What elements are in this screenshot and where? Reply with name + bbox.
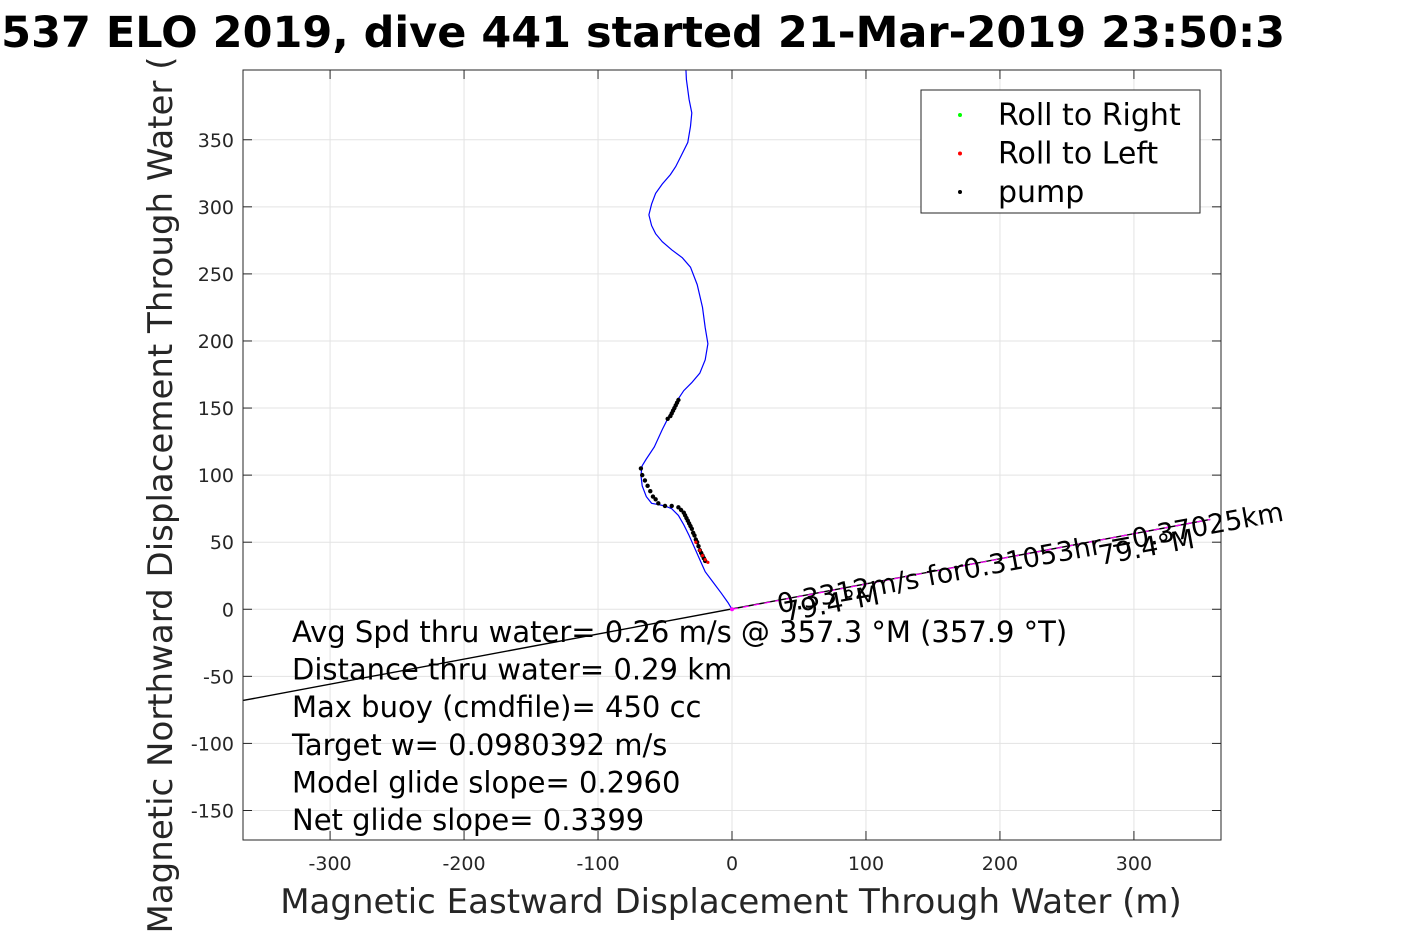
legend-marker: [958, 190, 962, 194]
pump-point: [665, 416, 670, 421]
y-tick-label: -100: [191, 733, 234, 755]
stat-line: Max buoy (cmdfile)= 450 cc: [292, 690, 701, 724]
glider-track-line: [640, 70, 733, 610]
pump-point: [645, 483, 650, 489]
pump-point: [678, 507, 684, 513]
plot-data: [242, 70, 1211, 702]
pump-point: [692, 533, 697, 538]
x-tick-label: 100: [848, 853, 884, 875]
x-tick-label: 200: [982, 853, 1018, 875]
roll-left-point: [706, 560, 710, 564]
pump-point: [648, 489, 653, 494]
legend-box: [920, 89, 1201, 214]
y-axis-title: Magnetic Northward Displacement Through …: [141, 57, 181, 934]
x-axis-title: Magnetic Eastward Displacement Through W…: [280, 882, 1182, 922]
legend-label: Roll to Right: [998, 98, 1181, 133]
pump-point: [642, 478, 648, 483]
legend-marker: [958, 151, 962, 156]
x-tick-label: -300: [309, 853, 352, 875]
stat-line: Model glide slope= 0.2960: [292, 765, 680, 799]
y-tick-label: 350: [198, 130, 234, 152]
x-tick-label: 300: [1116, 853, 1152, 875]
roll-left-point: [698, 548, 702, 552]
pump-point: [638, 466, 644, 471]
pump-point: [696, 544, 701, 549]
pump-point: [653, 497, 658, 502]
roll-left-point: [700, 554, 705, 558]
pump-point: [650, 494, 656, 499]
x-tick-label: 0: [726, 853, 738, 875]
stat-line: Avg Spd thru water= 0.26 m/s @ 357.3 °M …: [292, 615, 1067, 649]
y-tick-label: -150: [191, 800, 234, 822]
pump-point: [640, 472, 645, 478]
legend-label: Roll to Left: [998, 137, 1158, 172]
pump-point: [676, 505, 681, 510]
start-point: [730, 607, 734, 612]
y-tick-label: 50: [210, 532, 234, 554]
stat-line: Distance thru water= 0.29 km: [292, 653, 732, 687]
drift-segment: [731, 518, 1211, 610]
ticks: -300 -200 -100 0 100 200 300 -150 -100 -50 0 50 100 1…: [191, 70, 1221, 875]
y-tick-label: 200: [198, 331, 234, 353]
legend-marker: [958, 113, 962, 117]
pump-point: [689, 526, 695, 531]
y-tick-label: 300: [198, 197, 234, 219]
y-tick-label: 100: [198, 465, 234, 487]
x-tick-label: -200: [442, 853, 485, 875]
y-tick-label: 0: [222, 599, 234, 621]
pump-point: [669, 503, 674, 509]
annotations: 0.3312m/s for0.31053hr =0.37025km79.4°M7…: [775, 497, 1286, 628]
y-tick-label: 250: [198, 264, 234, 286]
pump-point: [676, 397, 681, 403]
roll-left-point: [694, 540, 698, 544]
pump-point: [662, 503, 668, 509]
stat-line: Target w= 0.0980392 m/s: [291, 728, 667, 762]
pump-point: [656, 501, 661, 506]
chart-title: SG537 ELO 2019, dive 441 started 21-Mar-…: [0, 8, 1285, 58]
y-tick-label: 150: [198, 398, 234, 420]
roll-left-point: [703, 558, 707, 562]
legend-label: pump: [998, 175, 1084, 210]
stat-line: Net glide slope= 0.3399: [292, 803, 644, 837]
stats-block: Avg Spd thru water= 0.26 m/s @ 357.3 °M …: [291, 615, 1067, 837]
y-tick-label: -50: [203, 666, 234, 688]
x-tick-label: -100: [576, 853, 619, 875]
